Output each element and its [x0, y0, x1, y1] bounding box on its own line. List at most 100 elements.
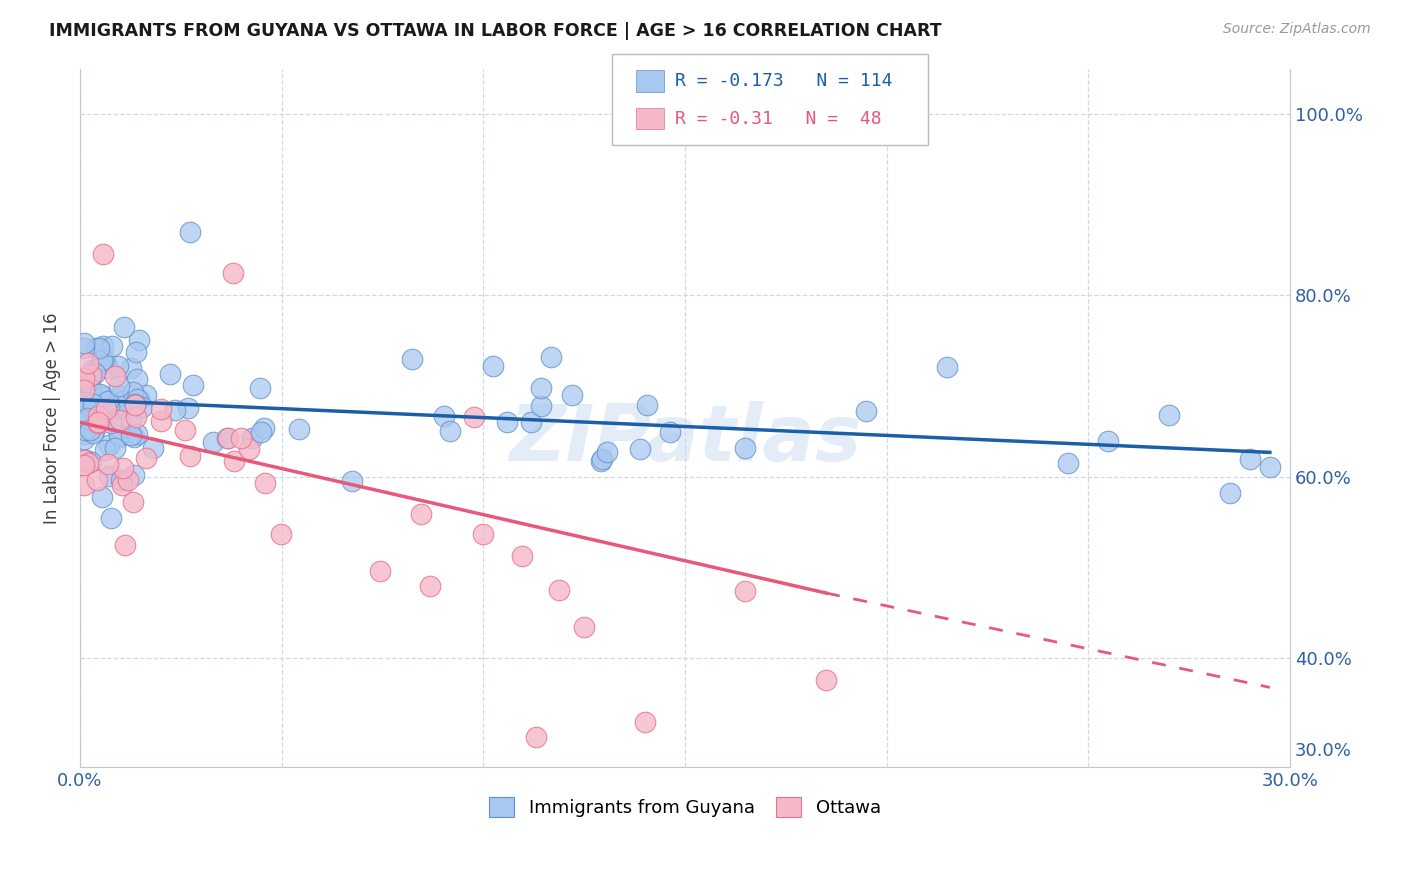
- Point: [495, 415, 517, 429]
- Point: [108, 389, 131, 403]
- Text: IMMIGRANTS FROM GUYANA VS OTTAWA IN LABOR FORCE | AGE > 16 CORRELATION CHART: IMMIGRANTS FROM GUYANA VS OTTAWA IN LABO…: [49, 22, 942, 40]
- Legend: Immigrants from Guyana, Ottawa: Immigrants from Guyana, Ottawa: [482, 789, 889, 824]
- Point: [94, 399, 117, 413]
- Point: [231, 431, 253, 445]
- Point: [80, 368, 103, 383]
- Point: [107, 359, 129, 373]
- Point: [628, 442, 651, 456]
- Point: [111, 478, 134, 492]
- Point: [98, 469, 121, 483]
- Point: [108, 413, 131, 427]
- Point: [589, 453, 612, 467]
- Point: [86, 406, 108, 420]
- Point: [84, 397, 107, 411]
- Point: [82, 401, 104, 416]
- Point: [433, 409, 456, 424]
- Point: [112, 461, 135, 475]
- Point: [82, 425, 104, 440]
- Point: [73, 403, 96, 417]
- Point: [524, 731, 547, 745]
- Point: [124, 467, 146, 482]
- Point: [80, 382, 103, 396]
- Point: [80, 363, 103, 377]
- Point: [120, 360, 142, 375]
- Point: [125, 372, 148, 386]
- Point: [76, 413, 98, 427]
- Point: [73, 427, 96, 442]
- Point: [86, 415, 108, 429]
- Point: [342, 475, 364, 489]
- Point: [91, 389, 114, 403]
- Point: [165, 403, 187, 417]
- Point: [1258, 459, 1281, 474]
- Point: [540, 350, 562, 364]
- Point: [103, 395, 125, 409]
- Point: [73, 384, 96, 398]
- Point: [73, 394, 96, 409]
- Point: [122, 385, 145, 400]
- Point: [221, 266, 243, 280]
- Point: [734, 583, 756, 598]
- Point: [936, 360, 959, 375]
- Point: [80, 382, 103, 396]
- Point: [270, 527, 292, 541]
- Point: [125, 410, 148, 425]
- Point: [73, 342, 96, 356]
- Point: [75, 453, 97, 467]
- Point: [96, 402, 118, 417]
- Point: [179, 449, 201, 463]
- Point: [217, 431, 239, 445]
- Point: [238, 442, 260, 457]
- Point: [120, 412, 142, 426]
- Point: [122, 430, 145, 444]
- Point: [252, 421, 274, 435]
- Point: [84, 392, 107, 406]
- Point: [122, 495, 145, 509]
- Point: [79, 423, 101, 437]
- Point: [90, 490, 112, 504]
- Point: [125, 392, 148, 407]
- Point: [128, 392, 150, 406]
- Point: [173, 423, 195, 437]
- Point: [439, 424, 461, 438]
- Point: [520, 415, 543, 429]
- Point: [86, 361, 108, 376]
- Point: [179, 225, 201, 239]
- Point: [633, 714, 655, 729]
- Point: [530, 399, 553, 413]
- Point: [253, 475, 276, 490]
- Point: [97, 408, 120, 422]
- Point: [561, 387, 583, 401]
- Point: [73, 453, 96, 467]
- Point: [512, 549, 534, 563]
- Point: [112, 401, 135, 416]
- Point: [1157, 408, 1180, 422]
- Y-axis label: In Labor Force | Age > 16: In Labor Force | Age > 16: [44, 312, 60, 524]
- Point: [463, 409, 485, 424]
- Point: [98, 399, 121, 413]
- Point: [149, 414, 172, 428]
- Text: R = -0.173   N = 114: R = -0.173 N = 114: [675, 72, 893, 90]
- Point: [94, 443, 117, 458]
- Point: [401, 352, 423, 367]
- Point: [73, 458, 96, 472]
- Point: [82, 397, 104, 411]
- Point: [1239, 451, 1261, 466]
- Point: [1057, 457, 1080, 471]
- Point: [108, 427, 131, 442]
- Text: R = -0.31   N =  48: R = -0.31 N = 48: [675, 110, 882, 128]
- Point: [135, 388, 157, 402]
- Point: [87, 409, 110, 423]
- Point: [815, 673, 838, 687]
- Point: [112, 320, 135, 334]
- Point: [548, 582, 571, 597]
- Point: [124, 398, 146, 412]
- Point: [100, 416, 122, 430]
- Point: [596, 445, 619, 459]
- Point: [636, 398, 658, 412]
- Point: [73, 371, 96, 385]
- Point: [87, 417, 110, 431]
- Point: [215, 431, 238, 445]
- Point: [103, 368, 125, 383]
- Point: [91, 247, 114, 261]
